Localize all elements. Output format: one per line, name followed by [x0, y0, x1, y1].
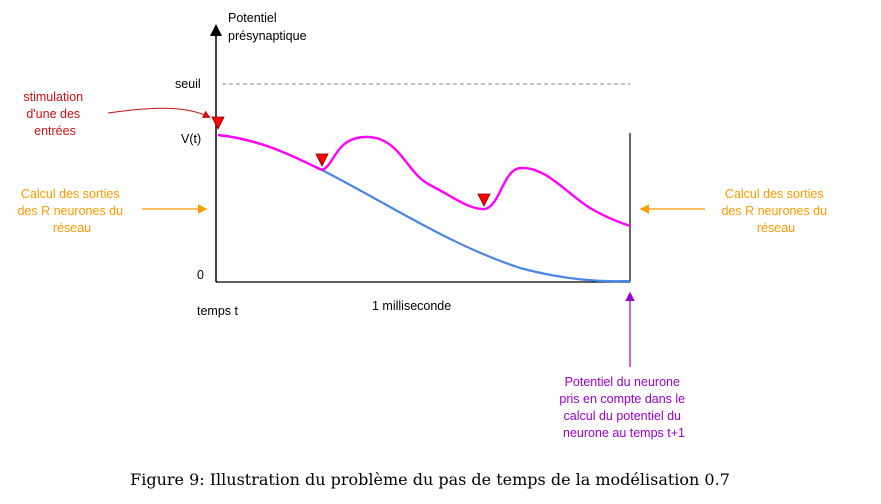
stimulation-marker — [315, 153, 329, 167]
stimulation-marker — [477, 193, 491, 207]
stimulation-arrow — [107, 107, 211, 118]
x-axis-label: temps t — [197, 304, 239, 318]
threshold-label: seuil — [175, 77, 201, 91]
stimulation-marker — [211, 116, 225, 130]
blue-curve — [217, 133, 631, 283]
figure-caption: Figure 9: Illustration du problème du pa… — [130, 470, 730, 489]
stimulation-annotation: stimulation d'une des entrées — [23, 90, 86, 138]
zero-label: 0 — [197, 268, 204, 282]
vt-label: V(t) — [181, 132, 201, 146]
potentiel-annotation: Potentiel du neurone pris en compte dans… — [559, 375, 688, 440]
calcul-right-annotation: Calcul des sorties des R neurones du rés… — [721, 187, 830, 235]
magenta-curve — [217, 133, 631, 228]
y-axis-label: Potentiel présynaptique — [228, 11, 307, 43]
calcul-left-annotation: Calcul des sorties des R neurones du rés… — [17, 187, 126, 235]
duration-label: 1 milliseconde — [372, 299, 451, 313]
